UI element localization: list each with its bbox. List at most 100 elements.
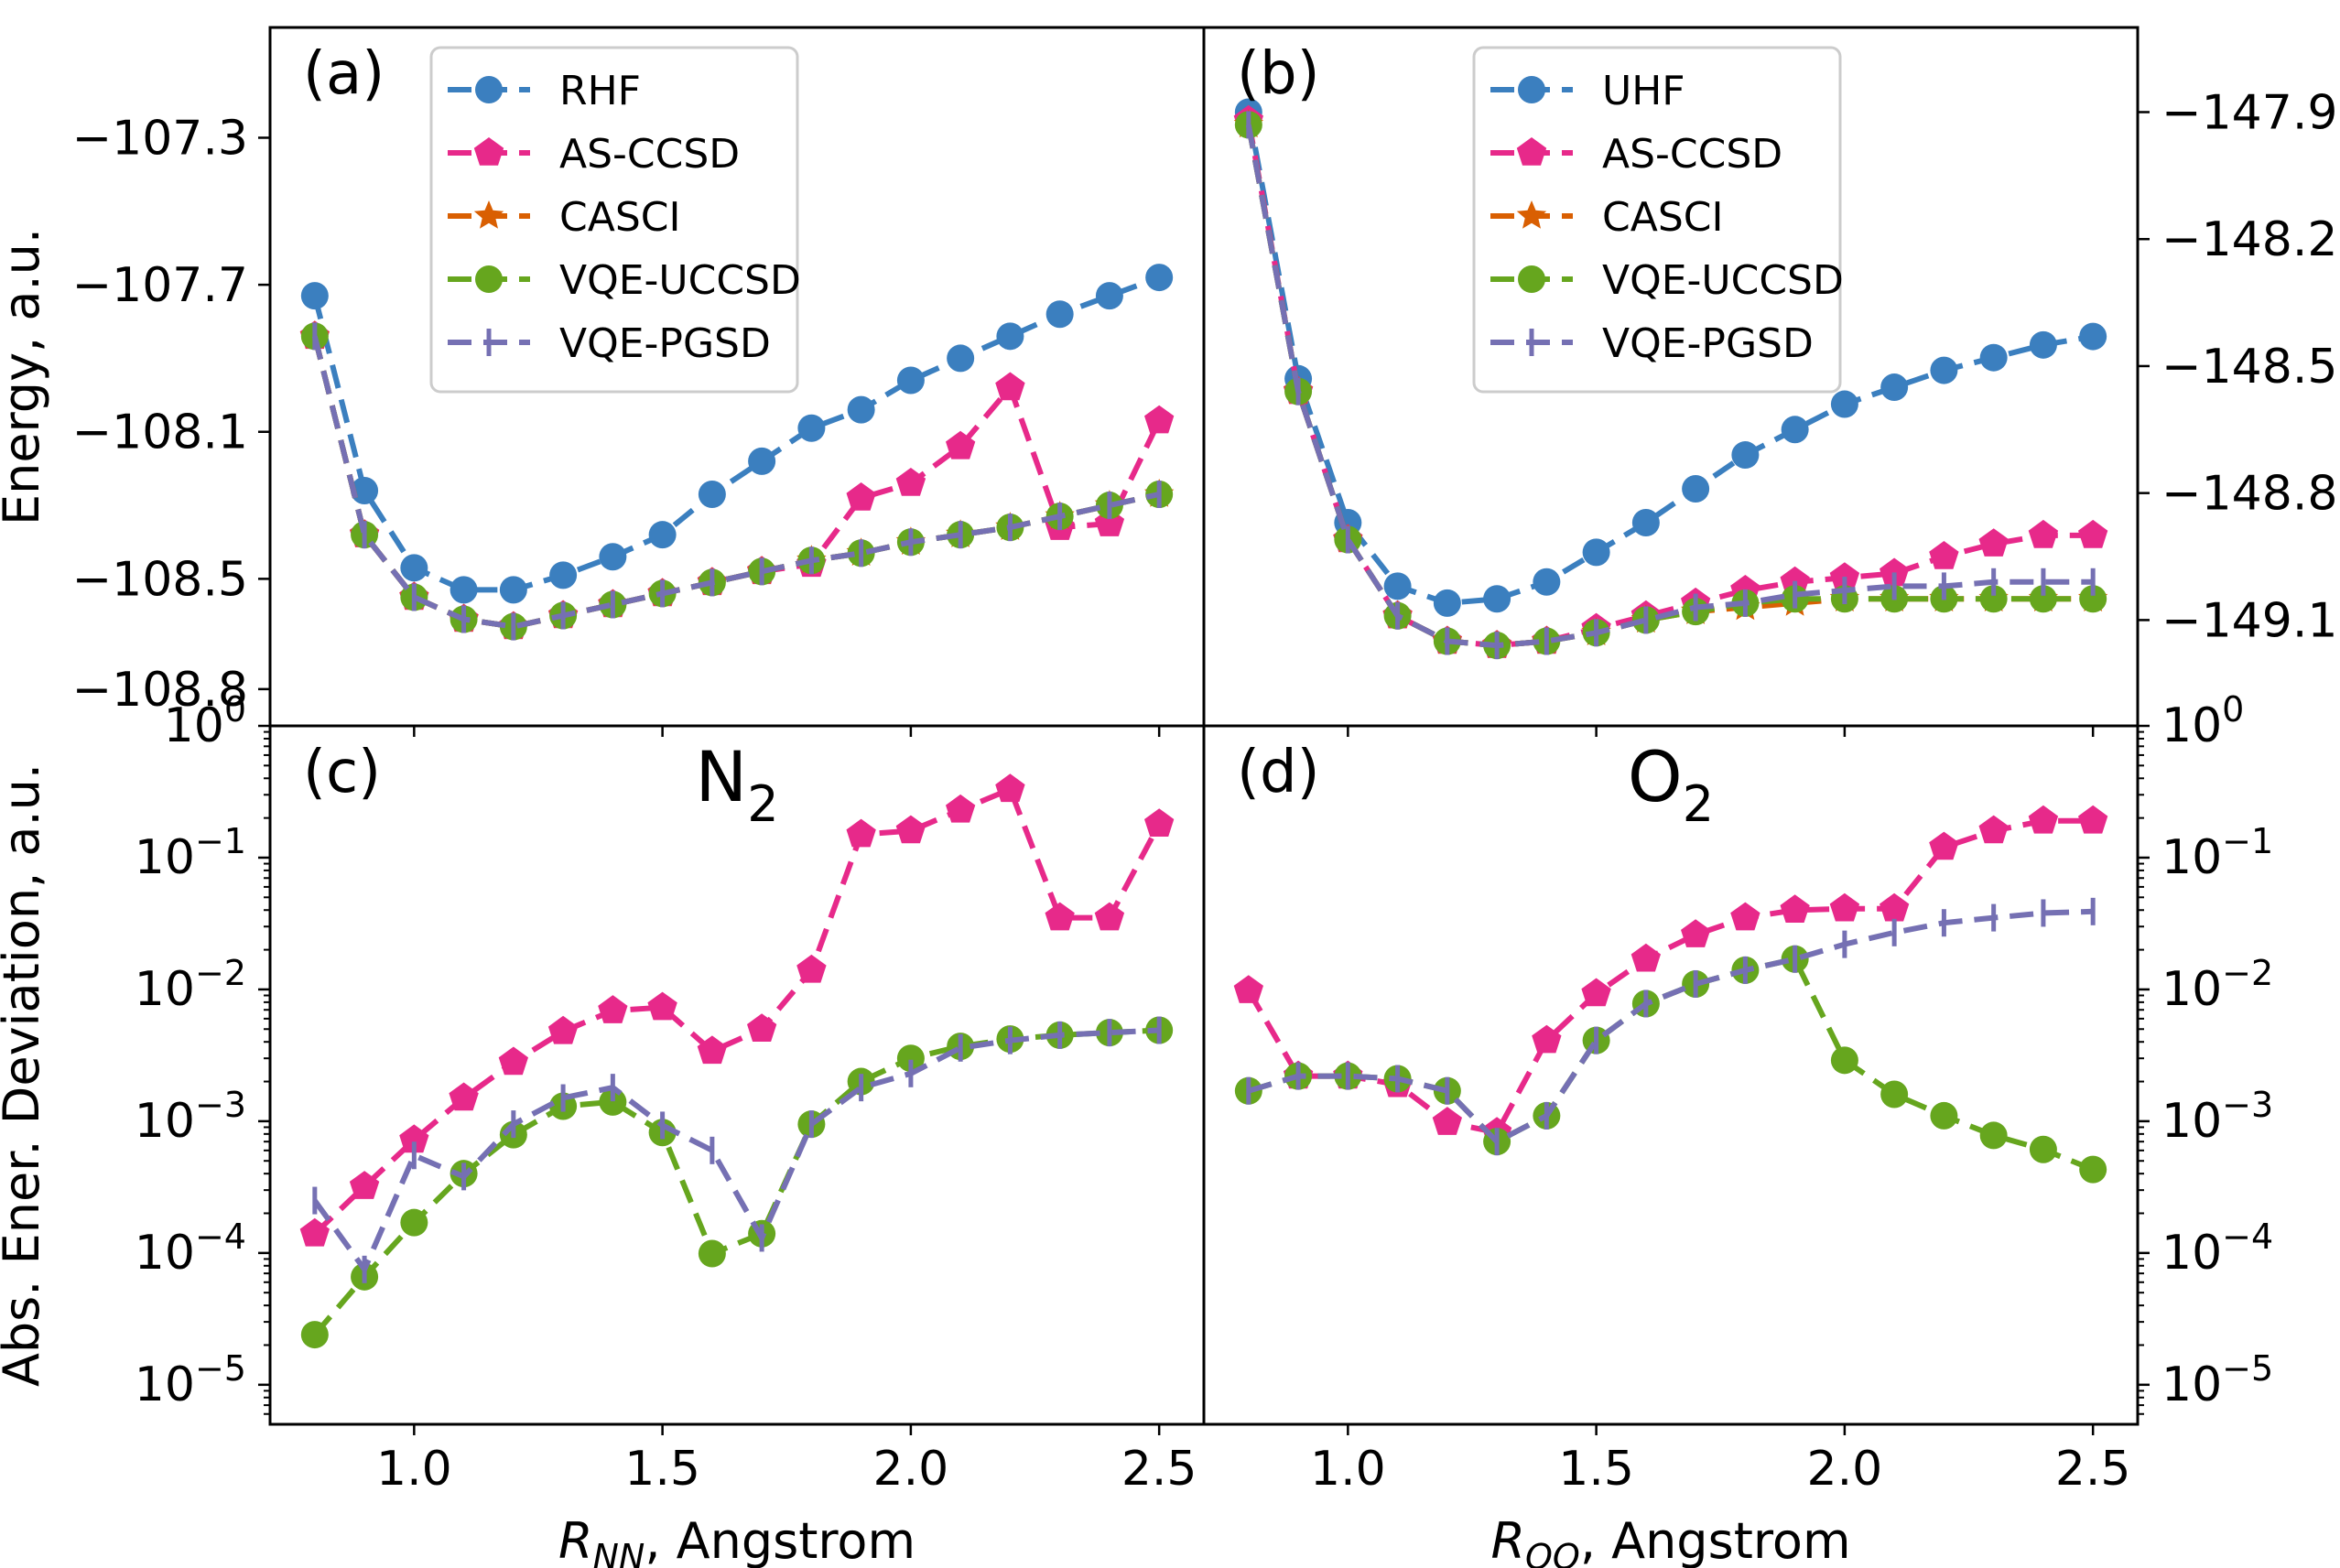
data-point-uhf (1383, 572, 1412, 600)
data-point-as-ccsd (1829, 562, 1860, 590)
data-point-rhf (996, 322, 1024, 351)
x-tick-label-d: 1.5 (1558, 1442, 1634, 1497)
legend-label: UHF (1602, 68, 1685, 114)
data-point-as-ccsd (498, 1046, 528, 1076)
data-point-vqe-uccsd (2029, 1135, 2057, 1163)
legend-label: VQE-UCCSD (559, 257, 801, 304)
data-point-rhf (549, 561, 578, 589)
data-point-vqe-uccsd (1830, 1046, 1858, 1075)
y-axis-title-energy: Energy, a.u. (0, 228, 50, 525)
series-line-as-ccsd (1246, 817, 2094, 1136)
legend-label: AS-CCSD (1602, 131, 1782, 178)
data-point-as-ccsd (1978, 528, 2009, 557)
legend-swatch-marker (473, 200, 504, 229)
panel-a: −107.3 −107.7 −108.1 −108.5 −108.8 (a) RHF AS-C… (72, 40, 1175, 737)
data-point-rhf (400, 554, 428, 582)
legend-frame (429, 46, 799, 394)
data-point-rhf (1095, 282, 1123, 310)
data-point-rhf (847, 395, 875, 424)
data-point-as-ccsd (946, 430, 976, 460)
y-tick-label-b: −149.1 (2161, 593, 2337, 648)
data-point-uhf (1483, 585, 1511, 613)
y-tick-label-d: 10−4 (2161, 1217, 2273, 1281)
data-point-as-ccsd (1630, 943, 1661, 972)
legend-swatch-marker (475, 76, 503, 103)
data-point-as-ccsd (647, 991, 677, 1021)
data-point-rhf (300, 282, 329, 310)
data-point-rhf (499, 576, 527, 604)
legend-swatch-marker (473, 137, 504, 166)
legend-swatch-marker (1516, 137, 1547, 166)
data-point-rhf (1145, 264, 1174, 292)
data-point-rhf (698, 481, 726, 509)
x-tick-label-c: 1.0 (376, 1442, 452, 1497)
data-point-vqe-uccsd (2079, 585, 2107, 613)
data-point-as-ccsd (2078, 805, 2108, 834)
legend-swatch-marker (1518, 265, 1545, 293)
legend-a: RHF AS-CCSD CASCI VQE-UCCSD VQE-PGSD (429, 46, 801, 394)
data-point-as-ccsd (1829, 892, 1860, 922)
y-tick-label-a: −108.8 (72, 663, 248, 718)
data-point-as-ccsd (747, 1013, 777, 1042)
series-group-c (299, 773, 1175, 1349)
panel-label-a: (a) (303, 40, 385, 108)
data-point-vqe-uccsd (1979, 1121, 2008, 1150)
data-point-as-ccsd (299, 1217, 330, 1247)
panel-label-c: (c) (303, 739, 381, 806)
x-tick-label-c: 2.0 (873, 1442, 949, 1497)
series-line-vqe-uccsd (312, 1027, 1160, 1337)
y-axis-title-deviation: Abs. Ener. Deviation, a.u. (0, 763, 50, 1387)
series-group-b (1233, 98, 2108, 660)
data-point-as-ccsd (1045, 902, 1075, 931)
data-point-rhf (1045, 300, 1074, 329)
data-point-vqe-uccsd (1930, 1101, 1958, 1130)
data-point-rhf (351, 476, 379, 504)
legend-label: VQE-PGSD (1602, 320, 1814, 367)
molecule-title-c: N2 (695, 736, 778, 833)
series-line-vqe-pgsd (1245, 124, 2094, 649)
series-group-d (1233, 805, 2108, 1184)
panel-d: 1.0 1.5 2.0 2.5 100 10−1 10−2 10−3 10−4 10−5 (d) O2… (1233, 689, 2273, 1568)
data-point-rhf (599, 543, 627, 571)
data-point-as-ccsd (449, 1082, 479, 1111)
legend-label: AS-CCSD (559, 131, 740, 178)
y-tick-label-a: −108.1 (72, 406, 248, 460)
y-tick-label-d: 100 (2161, 689, 2244, 753)
data-point-as-ccsd (895, 815, 926, 844)
x-tick-label-d: 1.0 (1310, 1442, 1386, 1497)
data-point-as-ccsd (1581, 978, 1611, 1007)
data-point-vqe-uccsd (698, 1239, 726, 1268)
data-point-as-ccsd (1978, 815, 2009, 844)
series-line-vqe-pgsd (1247, 908, 2094, 1145)
y-tick-label-c: 10−2 (135, 953, 246, 1017)
y-tick-label-b: −148.2 (2161, 212, 2337, 267)
series-group-a (299, 264, 1175, 641)
legend-swatch-marker (475, 265, 503, 293)
legend-b: UHF AS-CCSD CASCI VQE-UCCSD VQE-PGSD (1472, 46, 1844, 394)
legend-label: CASCI (559, 194, 680, 241)
y-tick-label-a: −107.3 (72, 111, 248, 166)
data-point-uhf (1682, 475, 1710, 503)
legend-label: RHF (559, 68, 641, 114)
y-tick-label-c: 10−5 (135, 1348, 246, 1412)
data-point-as-ccsd (399, 1124, 429, 1153)
series-line-vqe-uccsd (1247, 956, 2095, 1173)
data-point-rhf (648, 521, 677, 549)
data-point-vqe-uccsd (599, 1087, 627, 1116)
data-point-as-ccsd (598, 995, 628, 1023)
y-tick-label-c: 10−1 (135, 821, 246, 885)
data-point-uhf (1830, 390, 1858, 418)
legend-swatch-marker (1518, 76, 1545, 103)
data-point-as-ccsd (946, 794, 976, 823)
data-point-as-ccsd (995, 773, 1025, 803)
data-point-uhf (2029, 330, 2057, 359)
x-tick-label-c: 2.5 (1121, 1442, 1197, 1497)
data-point-as-ccsd (2078, 519, 2108, 548)
data-point-rhf (450, 576, 478, 604)
panel-label-b: (b) (1237, 40, 1320, 108)
data-point-as-ccsd (895, 468, 926, 496)
data-point-rhf (947, 344, 975, 373)
data-point-as-ccsd (1880, 557, 1910, 587)
molecule-title-d: O2 (1628, 736, 1714, 833)
